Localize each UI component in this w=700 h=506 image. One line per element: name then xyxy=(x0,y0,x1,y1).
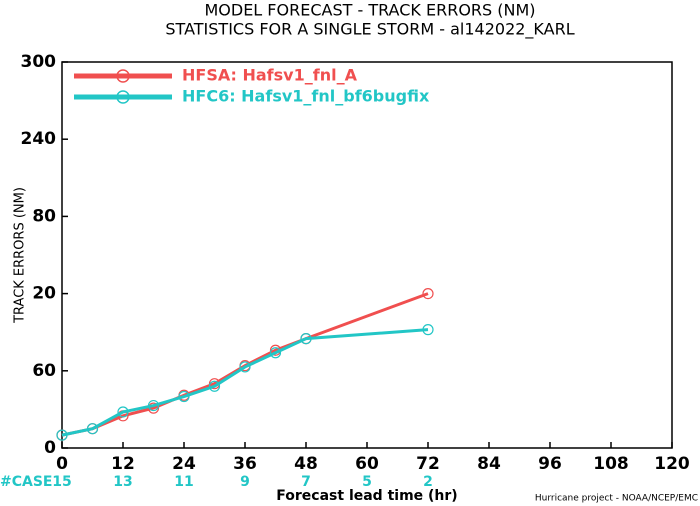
plot-frame xyxy=(61,61,673,449)
legend-marker xyxy=(116,69,130,83)
case-label: #CASE xyxy=(0,474,53,490)
x-tick-label: 120 xyxy=(654,454,690,474)
case-count: 13 xyxy=(113,474,132,490)
x-tick-label: 0 xyxy=(56,454,68,474)
case-count: 15 xyxy=(52,474,71,490)
chart-subtitle: STATISTICS FOR A SINGLE STORM - al142022… xyxy=(165,20,574,40)
point-marker xyxy=(117,406,129,418)
x-tick-label: 96 xyxy=(538,454,562,474)
case-count: 2 xyxy=(423,474,433,490)
legend-label: HFC6: Hafsv1_fnl_bf6bugfix xyxy=(182,87,430,106)
case-count: 5 xyxy=(362,474,372,490)
x-tick-label: 48 xyxy=(294,454,318,474)
y-tick-label: 300 xyxy=(21,52,57,72)
y-tick-label: 0 xyxy=(44,438,56,458)
legend-marker xyxy=(116,90,130,104)
y-tick-label: 20 xyxy=(32,284,56,304)
point-marker xyxy=(300,333,312,345)
y-tick-label: 80 xyxy=(32,206,56,226)
series-line xyxy=(61,328,429,437)
point-marker xyxy=(422,288,434,300)
x-tick-label: 12 xyxy=(111,454,135,474)
footer: Hurricane project - NOAA/NCEP/EMC xyxy=(535,494,698,504)
x-tick-label: 36 xyxy=(233,454,257,474)
y-axis-label: TRACK ERRORS (NM) xyxy=(13,187,28,324)
x-axis-label: Forecast lead time (hr) xyxy=(276,488,457,504)
point-marker xyxy=(269,347,282,359)
point-marker xyxy=(178,390,190,403)
point-marker xyxy=(208,380,221,392)
chart-title: MODEL FORECAST - TRACK ERRORS (NM) xyxy=(204,1,535,20)
x-tick-label: 60 xyxy=(355,454,379,474)
y-tick-label: 60 xyxy=(32,361,56,381)
case-count: 9 xyxy=(240,474,250,490)
legend-label: HFSA: Hafsv1_fnl_A xyxy=(182,66,358,85)
case-count: 11 xyxy=(174,474,193,490)
x-tick-label: 84 xyxy=(477,454,501,474)
point-marker xyxy=(56,429,68,441)
point-marker xyxy=(239,361,251,373)
point-marker xyxy=(86,423,99,435)
x-tick-label: 108 xyxy=(593,454,629,474)
case-count: 7 xyxy=(301,474,311,490)
point-marker xyxy=(422,324,434,336)
x-tick-label: 24 xyxy=(172,454,196,474)
point-marker xyxy=(147,399,160,412)
x-tick-label: 72 xyxy=(416,454,440,474)
y-tick-label: 240 xyxy=(21,129,57,149)
